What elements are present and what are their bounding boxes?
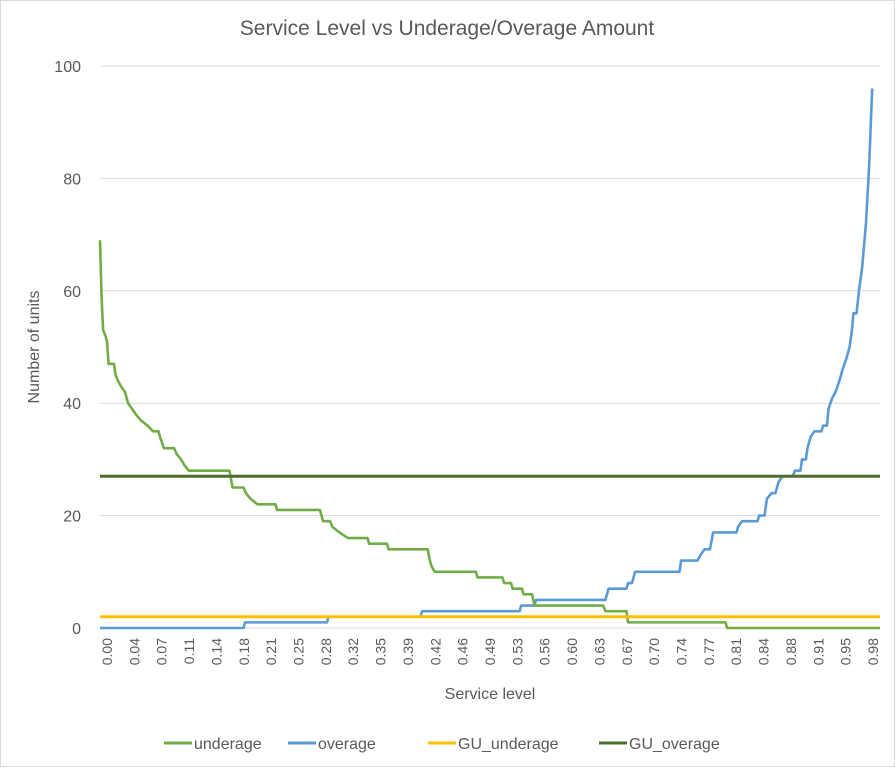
series-line-overage [100, 88, 874, 630]
x-tick-label: 0.84 [756, 638, 772, 665]
legend-label: GU_underage [458, 736, 559, 753]
x-tick-label: 0.00 [99, 638, 115, 665]
y-tick-label: 80 [63, 171, 81, 188]
chart-title: Service Level vs Underage/Overage Amount [240, 17, 655, 40]
legend-item-gu-overage: GU_overage [599, 736, 720, 753]
x-tick-label: 0.39 [400, 638, 416, 665]
legend-label: overage [318, 736, 376, 753]
x-axis-label: Service level [445, 686, 536, 703]
x-tick-label: 0.77 [701, 638, 717, 665]
x-tick-label: 0.60 [564, 638, 580, 665]
x-tick-label: 0.46 [455, 638, 471, 665]
x-tick-label: 0.32 [345, 638, 361, 665]
x-tick-label: 0.25 [291, 638, 307, 665]
y-axis-label: Number of units [26, 291, 43, 404]
x-tick-label: 0.67 [619, 638, 635, 665]
x-tick-label: 0.28 [318, 638, 334, 665]
x-tick-label: 0.35 [373, 638, 389, 665]
x-tick-label: 0.21 [263, 638, 279, 665]
legend-item-overage: overage [288, 736, 376, 753]
legend: underage overage GU_underage GU_overage [164, 736, 720, 753]
y-tick-label: 0 [72, 621, 81, 638]
x-axis-ticks: 0.00 0.04 0.07 0.11 0.14 0.18 0.21 0.25 0.28 0.32… [99, 638, 881, 665]
x-tick-label: 0.74 [674, 638, 690, 665]
x-tick-label: 0.81 [728, 638, 744, 665]
y-tick-label: 20 [63, 509, 81, 526]
x-tick-label: 0.07 [154, 638, 170, 665]
x-tick-label: 0.95 [838, 638, 854, 665]
legend-item-underage: underage [164, 736, 262, 753]
y-tick-label: 40 [63, 396, 81, 413]
x-tick-label: 0.98 [865, 638, 881, 665]
x-tick-label: 0.11 [181, 638, 197, 664]
x-tick-label: 0.88 [783, 638, 799, 665]
x-tick-label: 0.56 [537, 638, 553, 665]
x-tick-label: 0.63 [591, 638, 607, 665]
x-tick-label: 0.53 [509, 638, 525, 665]
y-tick-label: 100 [54, 59, 81, 76]
x-tick-label: 0.14 [208, 638, 224, 665]
series-line-underage [98, 240, 880, 630]
y-axis-ticks: 0 20 40 60 80 100 [54, 59, 81, 638]
x-tick-label: 0.18 [236, 638, 252, 665]
series-lines [98, 88, 880, 630]
legend-label: underage [194, 736, 262, 753]
legend-label: GU_overage [629, 736, 720, 753]
x-tick-label: 0.42 [427, 638, 443, 665]
y-tick-label: 60 [63, 284, 81, 301]
legend-item-gu-underage: GU_underage [428, 736, 559, 753]
x-tick-label: 0.49 [482, 638, 498, 665]
gridlines [100, 65, 880, 629]
x-tick-label: 0.70 [646, 638, 662, 665]
x-tick-label: 0.91 [810, 638, 826, 665]
x-tick-label: 0.04 [126, 638, 142, 665]
